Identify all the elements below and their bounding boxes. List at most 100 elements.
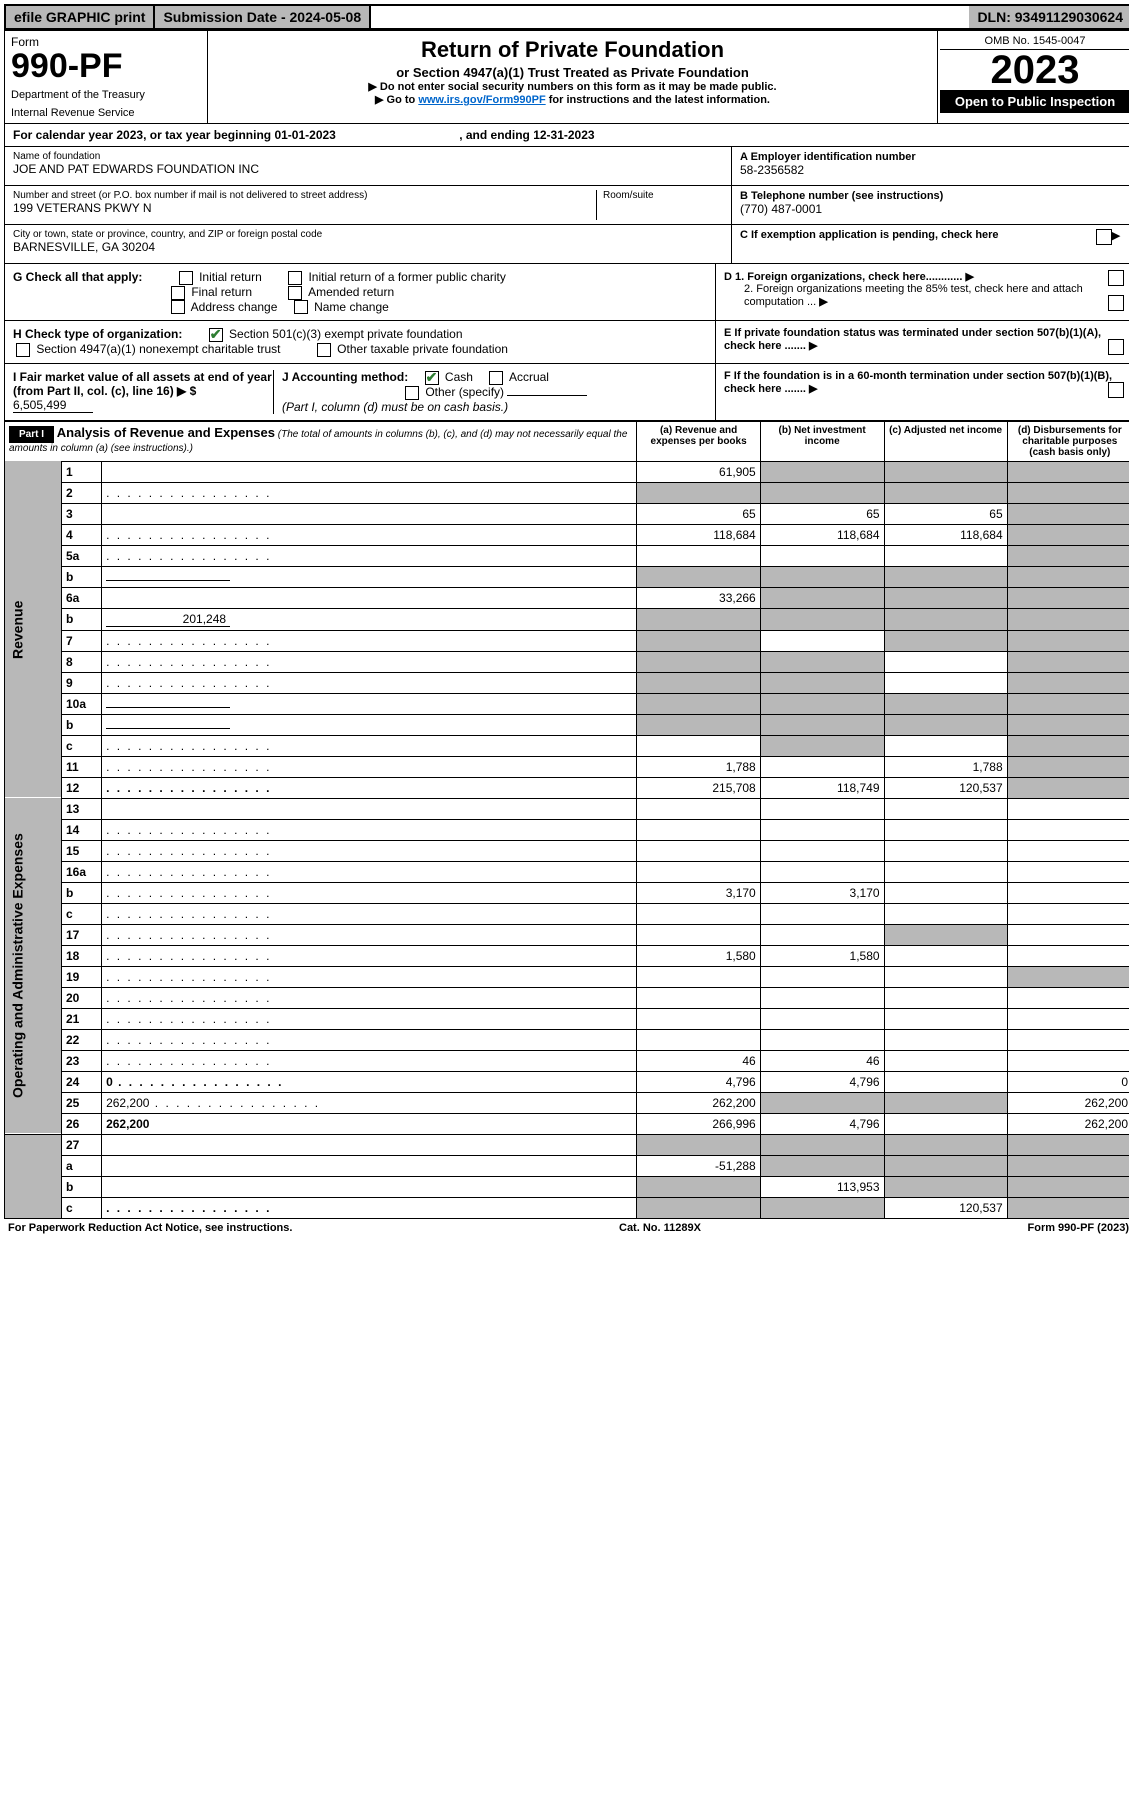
amount-cell: 266,996 <box>637 1113 760 1134</box>
amount-cell <box>1007 861 1129 882</box>
line-number: 24 <box>62 1071 102 1092</box>
table-row: Operating and Administrative Expenses13 <box>5 798 1129 819</box>
table-row: 16a <box>5 861 1129 882</box>
amount-cell <box>637 924 760 945</box>
calendar-year-row: For calendar year 2023, or tax year begi… <box>4 124 1129 147</box>
table-row: 27 <box>5 1134 1129 1155</box>
amount-cell <box>760 672 884 693</box>
line-desc <box>102 840 637 861</box>
chk-cash[interactable] <box>425 371 439 385</box>
table-row: 111,7881,788 <box>5 756 1129 777</box>
line-number: c <box>62 1197 102 1218</box>
line-number: 27 <box>62 1134 102 1155</box>
amount-cell <box>1007 903 1129 924</box>
amount-cell <box>760 840 884 861</box>
line-desc <box>102 524 637 545</box>
line-desc <box>102 966 637 987</box>
chk-initial-former[interactable] <box>288 271 302 285</box>
table-row: 14 <box>5 819 1129 840</box>
line-desc <box>102 714 637 735</box>
chk-d1[interactable] <box>1108 270 1124 286</box>
table-row: c <box>5 903 1129 924</box>
line-number: 5a <box>62 545 102 566</box>
amount-cell <box>637 651 760 672</box>
amount-cell: 61,905 <box>637 461 760 482</box>
line-number: 21 <box>62 1008 102 1029</box>
col-a-header: (a) Revenue and expenses per books <box>637 421 760 461</box>
line-desc: 262,200 <box>102 1113 637 1134</box>
exemption-checkbox[interactable] <box>1096 229 1112 245</box>
line-desc <box>102 987 637 1008</box>
amount-cell <box>1007 882 1129 903</box>
chk-final[interactable] <box>171 286 185 300</box>
line-number: 14 <box>62 819 102 840</box>
amount-cell <box>884 1113 1007 1134</box>
chk-other-tax[interactable] <box>317 343 331 357</box>
amount-cell <box>1007 587 1129 608</box>
amount-cell: 215,708 <box>637 777 760 798</box>
amount-cell <box>1007 630 1129 651</box>
amount-cell: 0 <box>1007 1071 1129 1092</box>
amount-cell <box>637 819 760 840</box>
chk-accrual[interactable] <box>489 371 503 385</box>
amount-cell <box>760 566 884 587</box>
amount-cell <box>760 735 884 756</box>
table-row: 12215,708118,749120,537 <box>5 777 1129 798</box>
chk-e[interactable] <box>1108 339 1124 355</box>
table-row: b <box>5 714 1129 735</box>
table-row: 5a <box>5 545 1129 566</box>
line-number: 12 <box>62 777 102 798</box>
form-header: Form 990-PF Department of the Treasury I… <box>4 30 1129 124</box>
chk-amended[interactable] <box>288 286 302 300</box>
amount-cell <box>1007 924 1129 945</box>
checks-ij-row: I Fair market value of all assets at end… <box>4 364 1129 421</box>
amount-cell <box>760 461 884 482</box>
line-number: 13 <box>62 798 102 819</box>
table-row: 22 <box>5 1029 1129 1050</box>
amount-cell <box>884 987 1007 1008</box>
chk-d2[interactable] <box>1108 295 1124 311</box>
amount-cell <box>884 861 1007 882</box>
chk-name[interactable] <box>294 300 308 314</box>
amount-cell <box>1007 714 1129 735</box>
amount-cell <box>760 903 884 924</box>
table-row: 20 <box>5 987 1129 1008</box>
chk-4947[interactable] <box>16 343 30 357</box>
amount-cell <box>760 1008 884 1029</box>
chk-501c3[interactable] <box>209 328 223 342</box>
amount-cell <box>1007 545 1129 566</box>
chk-f[interactable] <box>1108 382 1124 398</box>
amount-cell <box>760 545 884 566</box>
amount-cell <box>637 735 760 756</box>
chk-other-method[interactable] <box>405 386 419 400</box>
amount-cell <box>637 966 760 987</box>
amount-cell <box>760 798 884 819</box>
chk-address[interactable] <box>171 300 185 314</box>
line-number: 6a <box>62 587 102 608</box>
amount-cell <box>760 819 884 840</box>
line-desc <box>102 798 637 819</box>
line-number: b <box>62 882 102 903</box>
amount-cell: 120,537 <box>884 1197 1007 1218</box>
form-number-block: Form 990-PF Department of the Treasury I… <box>5 31 208 123</box>
line-number: c <box>62 903 102 924</box>
amount-cell <box>760 714 884 735</box>
line-number: 22 <box>62 1029 102 1050</box>
table-row: Revenue161,905 <box>5 461 1129 482</box>
amount-cell: 262,200 <box>1007 1113 1129 1134</box>
line-desc <box>102 1029 637 1050</box>
amount-cell <box>884 482 1007 503</box>
table-row: b3,1703,170 <box>5 882 1129 903</box>
line-number: c <box>62 735 102 756</box>
table-row: 10a <box>5 693 1129 714</box>
line-number: 7 <box>62 630 102 651</box>
amount-cell: 4,796 <box>637 1071 760 1092</box>
ein-cell: A Employer identification number 58-2356… <box>732 147 1129 186</box>
line-desc <box>102 630 637 651</box>
line-desc <box>102 756 637 777</box>
chk-initial[interactable] <box>179 271 193 285</box>
amount-cell <box>637 693 760 714</box>
amount-cell <box>1007 798 1129 819</box>
form-link[interactable]: www.irs.gov/Form990PF <box>418 94 545 106</box>
table-row: c 120,537 <box>5 1197 1129 1218</box>
